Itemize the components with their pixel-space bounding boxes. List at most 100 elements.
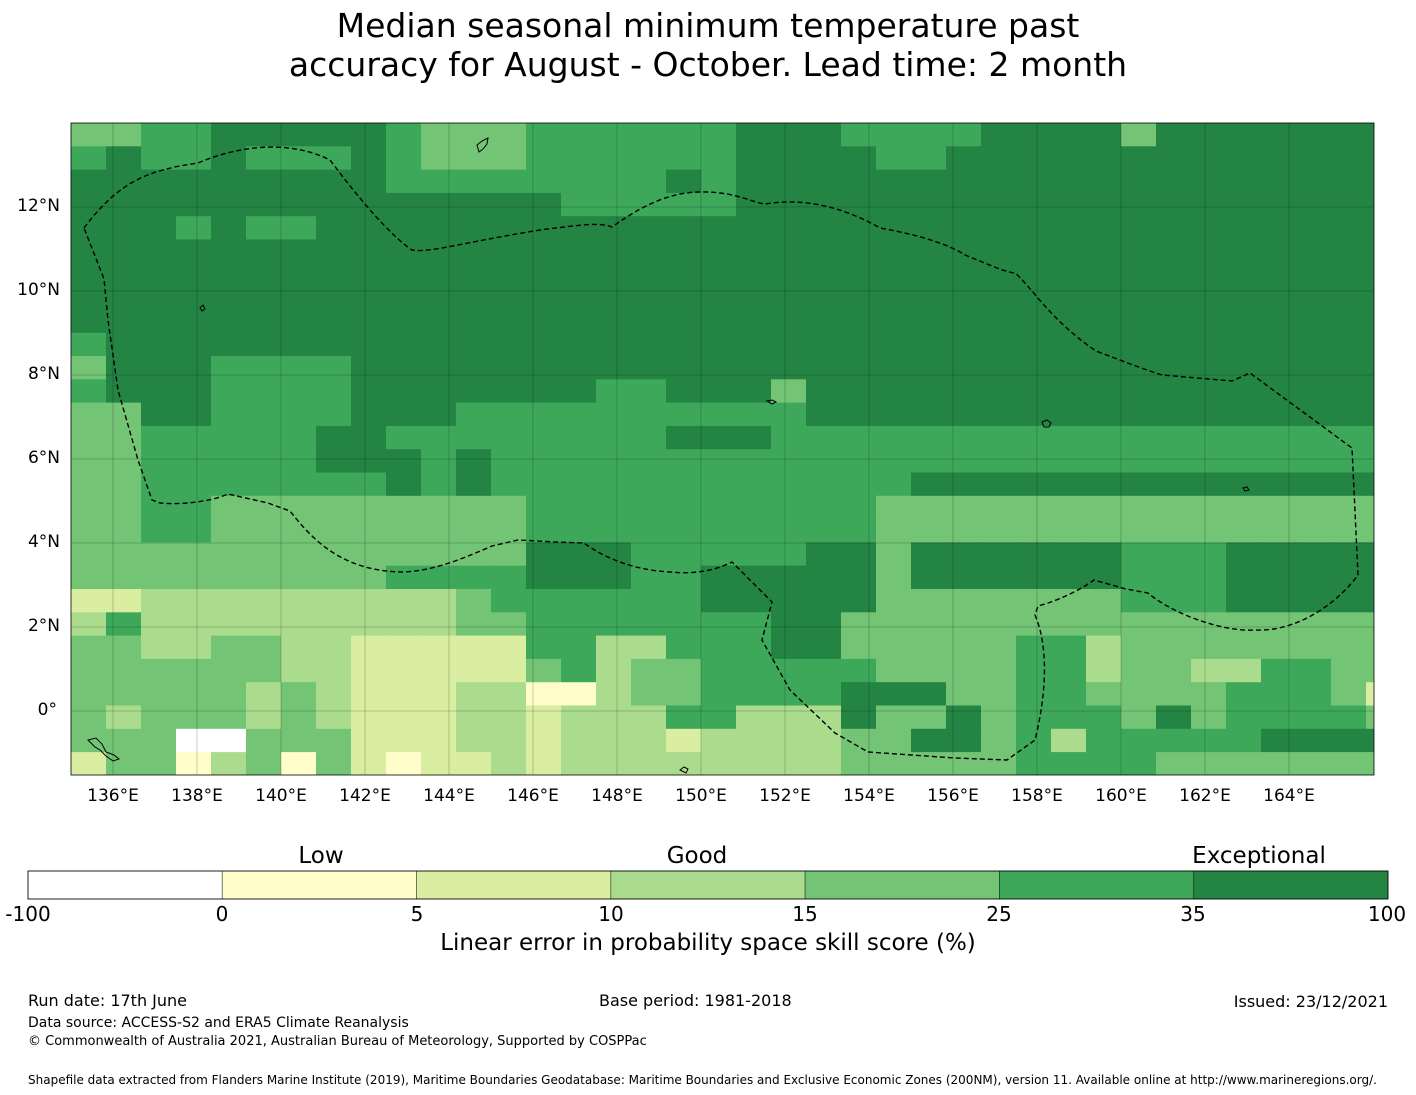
grid-cell [771,286,807,310]
grid-cell [1016,425,1052,450]
grid-cell [1156,216,1192,241]
grid-cell [1366,449,1374,474]
grid-cell [1366,402,1374,427]
grid-cell [386,146,422,171]
grid-cell [211,123,247,147]
grid-cell [1016,356,1052,380]
grid-cell [596,309,632,334]
grid-cell [1016,379,1052,404]
grid-cell [1226,705,1262,730]
grid-cell [666,169,702,194]
grid-cell [211,262,247,287]
grid-cell [1051,425,1087,450]
colorbar-segment [804,870,1000,900]
grid-cell [456,379,492,404]
grid-cell [421,379,457,404]
grid-cell [1296,495,1332,520]
grid-cell [351,239,387,264]
grid-cell [771,262,807,287]
grid-cell [631,169,667,194]
grid-cell [316,565,352,590]
grid-cell [1051,216,1087,241]
grid-cell [526,192,562,217]
grid-cell [631,192,667,217]
grid-cell [946,449,982,474]
grid-cell [596,402,632,427]
grid-cell [1156,589,1192,613]
grid-cell [526,123,562,147]
grid-cell [281,589,317,613]
grid-cell [246,309,282,334]
grid-cell [911,286,947,310]
grid-cell [1366,635,1374,660]
grid-cell [1121,146,1157,171]
grid-cell [351,449,387,474]
lon-label-148e: 148°E [591,786,643,806]
grid-cell [1086,449,1122,474]
grid-cell [1331,239,1367,264]
grid-cell [281,728,317,753]
grid-cell [351,589,387,613]
grid-cell [1016,658,1052,683]
grid-cell [771,216,807,241]
grid-cell [351,728,387,753]
grid-cell [1121,216,1157,241]
grid-cell [806,146,842,171]
grid-cell [701,635,737,660]
grid-cell [246,239,282,264]
grid-cell [1226,192,1262,217]
grid-cell [1156,682,1192,707]
grid-cell [1016,449,1052,474]
grid-cell [421,169,457,194]
colorbar-tick: -100 [5,902,51,926]
grid-cell [876,379,912,404]
grid-cell [71,589,107,613]
grid-cell [561,123,597,147]
grid-cell [1226,309,1262,334]
grid-cell [1261,635,1297,660]
grid-cell [246,192,282,217]
grid-cell [946,402,982,427]
grid-cell [771,379,807,404]
grid-cell [1156,169,1192,194]
grid-cell [736,449,772,474]
colorbar-tick: 25 [986,902,1012,926]
grid-cell [491,216,527,241]
category-low: Low [298,843,344,869]
grid-cell [421,286,457,310]
grid-cell [1261,262,1297,287]
grid-cell [736,379,772,404]
grid-cell [1016,519,1052,543]
grid-cell [1086,495,1122,520]
grid-cell [1366,309,1374,334]
grid-cell [316,425,352,450]
grid-cell [1261,286,1297,310]
grid-cell [1191,286,1227,310]
grid-cell [946,123,982,147]
grid-cell [386,239,422,264]
grid-cell [1016,262,1052,287]
grid-cell [106,332,142,357]
grid-cell [631,146,667,171]
grid-cell [386,425,422,450]
grid-cell [456,146,492,171]
grid-cell [1016,705,1052,730]
grid-cell [876,216,912,241]
grid-cell [71,402,107,427]
grid-cell [596,495,632,520]
grid-cell [1016,612,1052,637]
grid-cell [561,519,597,543]
grid-cell [106,309,142,334]
grid-cell [666,239,702,264]
grid-cell [246,612,282,637]
grid-cell [386,262,422,287]
grid-cell [491,635,527,660]
grid-cell [946,472,982,497]
grid-cell [806,239,842,264]
colorbar-tick: 35 [1180,902,1206,926]
grid-cell [526,332,562,357]
grid-cell [1296,682,1332,707]
grid-cell [491,402,527,427]
grid-cell [1016,239,1052,264]
grid-cell [596,123,632,147]
